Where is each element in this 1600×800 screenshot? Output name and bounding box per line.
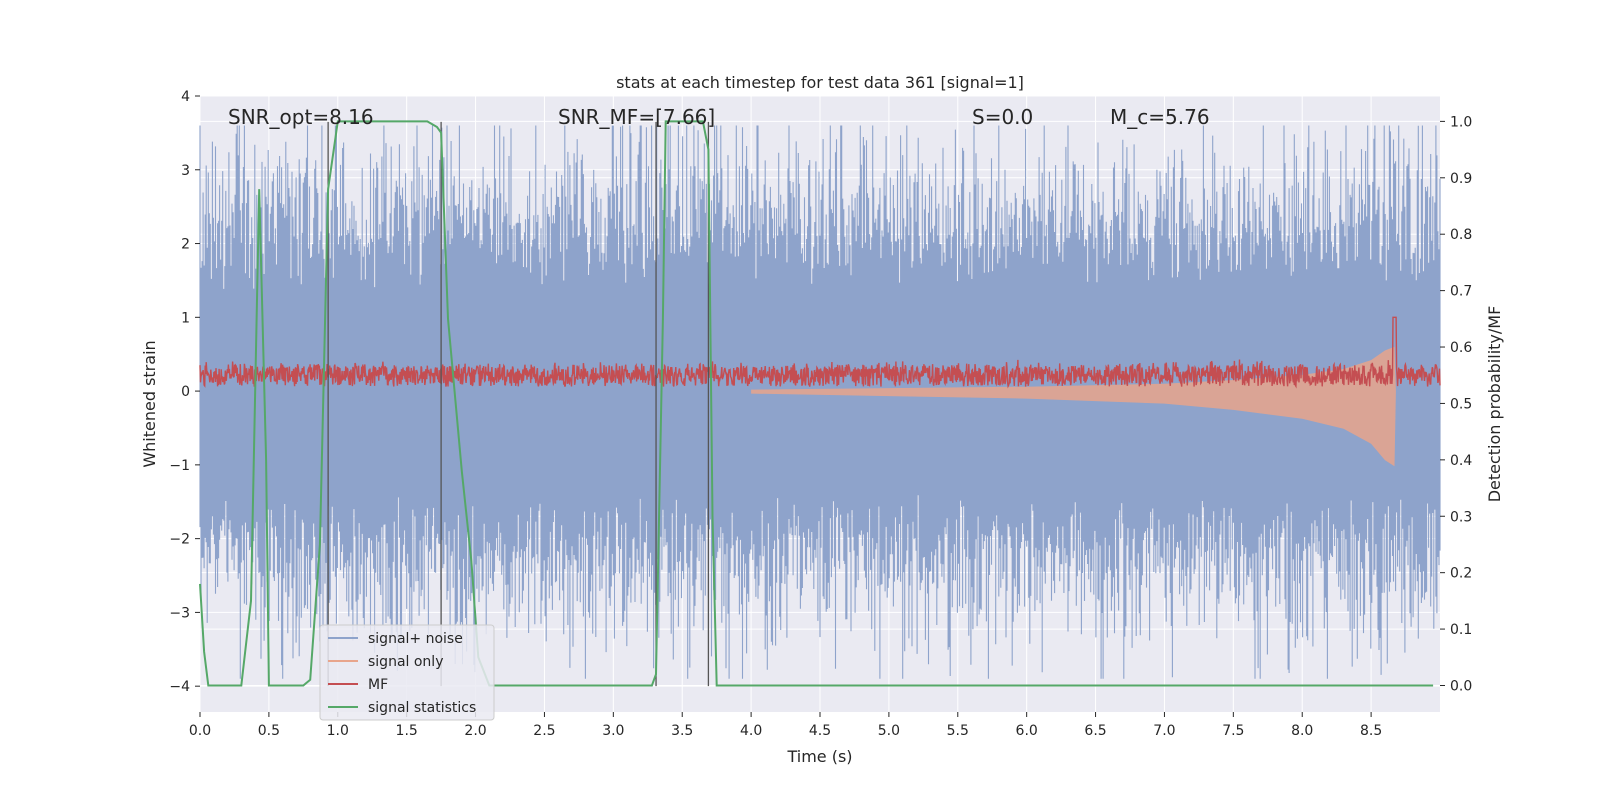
x-tick-label: 4.5 [809, 723, 831, 739]
y2-ticks: 1.0 0.9 0.8 0.7 0.6 0.5 0.4 0.3 0.2 0.1 0.0 [1440, 114, 1472, 694]
y-tick-label: −3 [169, 605, 190, 621]
legend-label-signal-only: signal only [368, 654, 443, 670]
plot-area [199, 120, 1441, 687]
legend-label-signal-noise: signal+ noise [368, 631, 463, 647]
x-tick-label: 4.0 [740, 723, 762, 739]
legend-label-signal-statistics: signal statistics [368, 700, 476, 716]
y-tick-label: 4 [181, 89, 190, 105]
legend-label-mf: MF [368, 677, 388, 693]
x-tick-label: 1.5 [396, 723, 418, 739]
x-tick-label: 3.0 [602, 723, 624, 739]
x-tick-label: 7.0 [1153, 723, 1175, 739]
y-tick-label: −4 [169, 679, 190, 695]
x-tick-label: 5.0 [878, 723, 900, 739]
x-tick-label: 7.5 [1222, 723, 1244, 739]
y2-tick-label: 0.9 [1450, 171, 1472, 187]
y2-tick-label: 0.8 [1450, 227, 1472, 243]
y2-tick-label: 0.6 [1450, 340, 1472, 356]
mf-line [199, 316, 1441, 389]
y-tick-label: 0 [181, 384, 190, 400]
annotation-snr-mf: SNR_MF=[7.66] [558, 105, 715, 129]
y2-tick-label: 0.1 [1450, 622, 1472, 638]
y-tick-label: −1 [169, 458, 190, 474]
signal-only-envelope [751, 346, 1396, 467]
chart-title: stats at each timestep for test data 361… [616, 73, 1024, 92]
y-tick-label: 1 [181, 310, 190, 326]
x-tick-label: 1.0 [327, 723, 349, 739]
annotation-s: S=0.0 [972, 105, 1033, 129]
annotation-mc: M_c=5.76 [1110, 105, 1210, 129]
x-tick-label: 8.5 [1360, 723, 1382, 739]
x-tick-label: 0.5 [258, 723, 280, 739]
legend-box [319, 624, 495, 721]
y2-tick-label: 0.2 [1450, 566, 1472, 582]
y2-tick-label: 0.5 [1450, 396, 1472, 412]
y2-tick-label: 0.3 [1450, 509, 1472, 525]
x-tick-label: 2.0 [464, 723, 486, 739]
legend: signal+ noise signal only MF signal stat… [319, 624, 495, 721]
x-tick-label: 2.5 [533, 723, 555, 739]
y-tick-label: 3 [181, 163, 190, 179]
x-tick-label: 8.0 [1291, 723, 1313, 739]
y2-tick-label: 1.0 [1450, 114, 1472, 130]
x-tick-label: 3.5 [671, 723, 693, 739]
y2-axis-label: Detection probability/MF [1485, 306, 1504, 503]
x-tick-label: 0.0 [189, 723, 211, 739]
x-tick-label: 5.5 [947, 723, 969, 739]
y2-tick-label: 0.4 [1450, 453, 1472, 469]
x-tick-label: 6.0 [1016, 723, 1038, 739]
annotation-snr-opt: SNR_opt=8.16 [228, 105, 374, 129]
y-ticks: 4 3 2 1 0 −1 −2 −3 −4 [169, 89, 200, 695]
x-tick-label: 6.5 [1084, 723, 1106, 739]
x-ticks: 0.0 0.5 1.0 1.5 2.0 2.5 3.0 3.5 4.0 4.5 5.0 5.5 6.0 6… [189, 712, 1382, 739]
y-tick-label: −2 [169, 532, 190, 548]
y2-tick-label: 0.7 [1450, 284, 1472, 300]
signal-statistics-line [199, 120, 1434, 687]
y-axis-label: Whitened strain [140, 340, 159, 467]
x-axis-label: Time (s) [786, 747, 852, 766]
y-tick-label: 2 [181, 237, 190, 253]
y2-tick-label: 0.0 [1450, 678, 1472, 694]
